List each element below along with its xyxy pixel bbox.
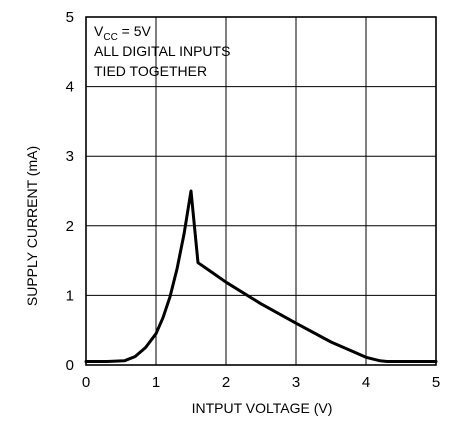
y-axis-label: SUPPLY CURRENT (mA) — [24, 146, 40, 306]
annotation-line-3: TIED TOGETHER — [94, 63, 207, 79]
y-tick-label: 4 — [66, 79, 74, 96]
vcc-value: = 5V — [118, 23, 152, 39]
x-tick-label: 2 — [222, 374, 230, 391]
x-tick-labels: 0 1 2 3 4 5 — [82, 374, 440, 391]
vcc-symbol: V — [94, 23, 104, 39]
y-tick-label: 1 — [66, 287, 74, 304]
series-line — [84, 189, 438, 363]
x-tick-label: 4 — [362, 374, 370, 391]
plot-frame — [85, 16, 437, 366]
x-tick-label: 1 — [152, 374, 160, 391]
x-tick-label: 3 — [292, 374, 300, 391]
annotation-line-2: ALL DIGITAL INPUTS — [94, 43, 230, 59]
x-axis-label: INTPUT VOLTAGE (V) — [192, 400, 333, 416]
y-tick-label: 3 — [66, 148, 74, 165]
x-tick-label: 0 — [82, 374, 90, 391]
vcc-annotation: VCC = 5V — [94, 23, 152, 43]
x-tick-label: 5 — [432, 374, 440, 391]
y-tick-label: 0 — [66, 357, 74, 374]
vcc-subscript: CC — [103, 32, 117, 43]
y-tick-labels: 0 1 2 3 4 5 — [66, 9, 74, 374]
y-tick-label: 5 — [66, 9, 74, 26]
grid-lines — [86, 17, 436, 365]
y-tick-label: 2 — [66, 218, 74, 235]
